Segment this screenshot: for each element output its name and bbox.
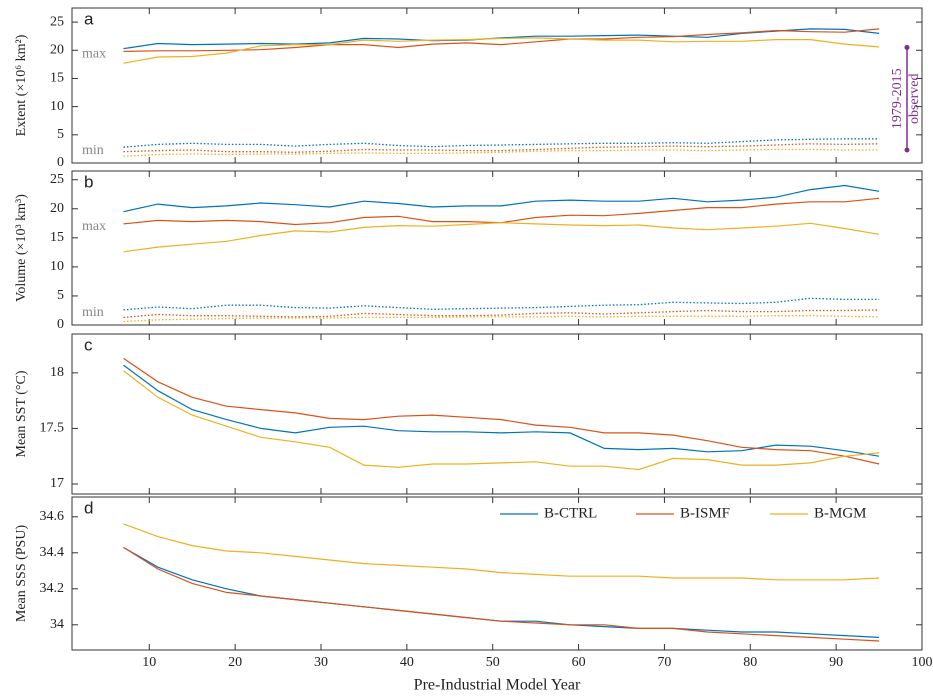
y-tick-label: 17	[50, 476, 64, 491]
y-tick-label: 5	[57, 127, 64, 142]
series-line	[123, 28, 880, 52]
legend-label: B-ISMF	[680, 505, 730, 521]
y-tick-label: 34.4	[40, 545, 65, 560]
series-line	[123, 309, 880, 319]
x-tick-label: 100	[912, 655, 933, 670]
x-axis-label: Pre-Industrial Model Year	[414, 677, 581, 694]
observed-max	[904, 44, 910, 50]
series-line	[123, 364, 880, 457]
y-tick-label: 15	[50, 71, 64, 86]
axes-frame	[71, 170, 923, 326]
series-line	[123, 315, 880, 323]
series-line	[123, 184, 880, 213]
y-tick-label: 0	[57, 317, 64, 332]
series-line	[123, 370, 880, 471]
x-tick-label: 70	[657, 655, 671, 670]
y-tick-label: 10	[50, 259, 64, 274]
series-line	[123, 297, 880, 311]
y-tick-label: 20	[50, 201, 64, 216]
x-tick-label: 80	[743, 655, 757, 670]
x-tick-label: 60	[572, 655, 586, 670]
y-axis-label: Mean SSS (PSU)	[14, 525, 29, 623]
legend-label: B-MGM	[814, 505, 867, 521]
x-tick-label: 30	[314, 655, 328, 670]
axes-frame	[71, 496, 923, 651]
series-line	[123, 523, 880, 581]
series-line	[123, 148, 880, 157]
panel-label: c	[84, 335, 93, 354]
observed-min	[904, 147, 910, 153]
y-tick-label: 0	[57, 155, 64, 170]
panel-label: b	[84, 172, 93, 191]
y-tick-label: 17.5	[40, 421, 65, 436]
panel-label: a	[84, 9, 94, 28]
x-tick-label: 20	[228, 655, 242, 670]
y-tick-label: 25	[50, 172, 64, 187]
legend-label: B-CTRL	[544, 505, 597, 521]
y-tick-label: 34.2	[40, 581, 65, 596]
series-line	[123, 222, 880, 253]
series-line	[123, 138, 880, 148]
panel-label: d	[84, 498, 93, 517]
y-tick-label: 20	[50, 42, 64, 57]
y-tick-label: 18	[50, 365, 64, 380]
axes-frame	[71, 333, 923, 495]
axes-frame	[71, 7, 923, 164]
y-axis-label: Extent (×10⁶ km²)	[14, 34, 29, 136]
x-tick-label: 40	[400, 655, 414, 670]
max-label: max	[82, 47, 106, 62]
series-line	[123, 37, 880, 64]
y-tick-label: 34	[50, 617, 64, 632]
x-tick-label: 10	[142, 655, 156, 670]
y-tick-label: 15	[50, 230, 64, 245]
x-tick-label: 90	[829, 655, 843, 670]
y-tick-label: 10	[50, 99, 64, 114]
min-label: min	[82, 305, 104, 320]
y-tick-label: 34.6	[40, 509, 65, 524]
series-line	[123, 197, 880, 226]
series-line	[123, 546, 880, 642]
y-axis-label: Volume (×10³ km³)	[14, 194, 29, 302]
y-tick-label: 5	[57, 288, 64, 303]
series-line	[123, 546, 880, 638]
observed-label: observed	[907, 73, 922, 124]
series-line	[123, 357, 880, 465]
max-label: max	[82, 219, 106, 234]
observed-label: 1979-2015	[890, 68, 905, 129]
x-tick-label: 50	[486, 655, 500, 670]
min-label: min	[82, 143, 104, 158]
y-tick-label: 25	[50, 14, 64, 29]
y-axis-label: Mean SST (°C)	[14, 370, 29, 457]
